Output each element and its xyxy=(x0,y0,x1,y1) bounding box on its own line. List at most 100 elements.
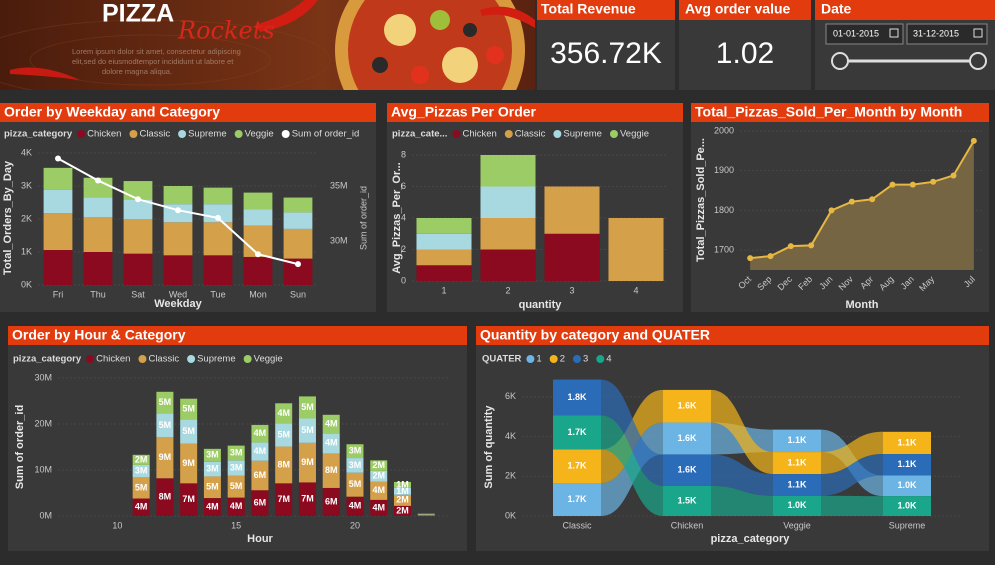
bar-segment xyxy=(164,255,193,285)
data-label: 1.6K xyxy=(677,433,697,443)
bar-segment xyxy=(416,265,471,281)
bar-segment xyxy=(544,187,599,234)
bar-segment xyxy=(608,218,663,281)
line-point xyxy=(747,255,753,261)
legend-marker xyxy=(86,355,94,363)
legend-marker xyxy=(178,130,186,138)
data-label: 1.8K xyxy=(567,392,587,402)
x-axis-label: Weekday xyxy=(154,298,202,310)
bar-segment xyxy=(44,168,73,190)
x-tick-label: Veggie xyxy=(783,520,811,530)
line-point xyxy=(215,215,221,221)
x-axis-label: quantity xyxy=(519,299,563,311)
chart-title: Quantity by category and QUATER xyxy=(480,327,710,343)
data-label: 5M xyxy=(277,429,290,439)
x-tick-label: Supreme xyxy=(889,520,926,530)
bar-segment xyxy=(284,229,313,259)
legend-label: Classic xyxy=(139,129,170,140)
data-label: 9M xyxy=(159,452,172,462)
banner-text: Lorem ipsum dolor sit amet, consectetur … xyxy=(72,47,241,56)
x-tick-label: 1 xyxy=(441,285,446,295)
data-label: 3M xyxy=(349,460,362,470)
data-label: 8M xyxy=(277,459,290,469)
y-tick-label: 4K xyxy=(21,147,32,157)
legend-label: Chicken xyxy=(462,129,496,140)
bar-segment xyxy=(418,515,435,516)
x-axis-label: Hour xyxy=(247,533,273,545)
data-label: 4M xyxy=(325,438,338,448)
olive xyxy=(463,23,477,37)
line-point xyxy=(930,179,936,185)
data-label: 4M xyxy=(230,501,243,511)
x-tick-label: Sun xyxy=(290,289,306,299)
legend-label: 4 xyxy=(606,354,611,365)
bar-segment xyxy=(480,187,535,219)
legend-label: Veggie xyxy=(620,129,649,140)
tomato xyxy=(411,66,429,84)
line-point xyxy=(971,138,977,144)
line-point xyxy=(768,253,774,259)
y-tick-label: 8 xyxy=(401,149,406,159)
y-tick-label: 3K xyxy=(21,180,32,190)
legend-label: 3 xyxy=(583,354,588,365)
cheese xyxy=(384,14,416,46)
y-tick-label: 6K xyxy=(505,391,516,401)
data-label: 6M xyxy=(254,497,267,507)
data-label: 6M xyxy=(325,496,338,506)
line-point xyxy=(808,242,814,248)
bar-segment xyxy=(416,250,471,266)
kpi-value: 1.02 xyxy=(716,37,774,70)
line-point xyxy=(55,156,61,162)
y-tick-label: 30M xyxy=(330,235,348,245)
line-point xyxy=(951,172,957,178)
y-axis-label: Sum of quantity xyxy=(483,405,495,489)
y-tick-label: 10M xyxy=(34,464,52,474)
y2-axis-label: Sum of order_id xyxy=(358,186,368,250)
legend-marker xyxy=(187,355,195,363)
bar-segment xyxy=(244,257,273,285)
banner-title: PIZZA xyxy=(102,0,174,28)
slider-handle[interactable] xyxy=(970,53,986,69)
data-label: 3M xyxy=(349,446,362,456)
kpi-value: 356.72K xyxy=(550,37,662,70)
legend-marker xyxy=(505,130,513,138)
data-label: 1.7K xyxy=(567,427,587,437)
legend-marker xyxy=(282,130,290,138)
legend-marker xyxy=(129,130,137,138)
legend-label: Classic xyxy=(515,129,546,140)
legend-marker xyxy=(244,355,252,363)
data-label: 4M xyxy=(277,408,290,418)
data-label: 1.7K xyxy=(567,494,587,504)
line-point xyxy=(175,207,181,213)
data-label: 8M xyxy=(325,465,338,475)
data-label: 4M xyxy=(372,485,385,495)
line-point xyxy=(890,182,896,188)
bar-segment xyxy=(284,212,313,229)
slider-handle[interactable] xyxy=(832,53,848,69)
line-point xyxy=(869,196,875,202)
x-tick-label: 3 xyxy=(569,285,574,295)
date-slicer: Date 01-01-2015 31-12-2015 xyxy=(815,0,995,90)
legend-title: pizza_category xyxy=(4,129,73,140)
data-label: 9M xyxy=(182,458,195,468)
data-label: 3M xyxy=(230,447,243,457)
y-tick-label: 30M xyxy=(34,372,52,382)
data-label: 1.1K xyxy=(897,437,917,447)
data-label: 1.6K xyxy=(677,401,697,411)
data-label: 2M xyxy=(396,495,409,505)
bar-segment xyxy=(204,188,233,205)
y-tick-label: 20M xyxy=(34,418,52,428)
ribbon xyxy=(821,496,883,516)
legend-marker xyxy=(553,130,561,138)
tomato xyxy=(486,46,504,64)
data-label: 4M xyxy=(254,446,267,456)
line-point xyxy=(255,251,261,257)
y-tick-label: 0K xyxy=(21,279,32,289)
line-point xyxy=(95,178,101,184)
data-label: 5M xyxy=(206,482,219,492)
kpi-card: Total Revenue 356.72K xyxy=(537,0,675,90)
legend-label: Classic xyxy=(148,354,179,365)
bar-segment xyxy=(244,209,273,226)
cheese xyxy=(442,47,478,83)
x-axis-label: pizza_category xyxy=(711,533,791,545)
